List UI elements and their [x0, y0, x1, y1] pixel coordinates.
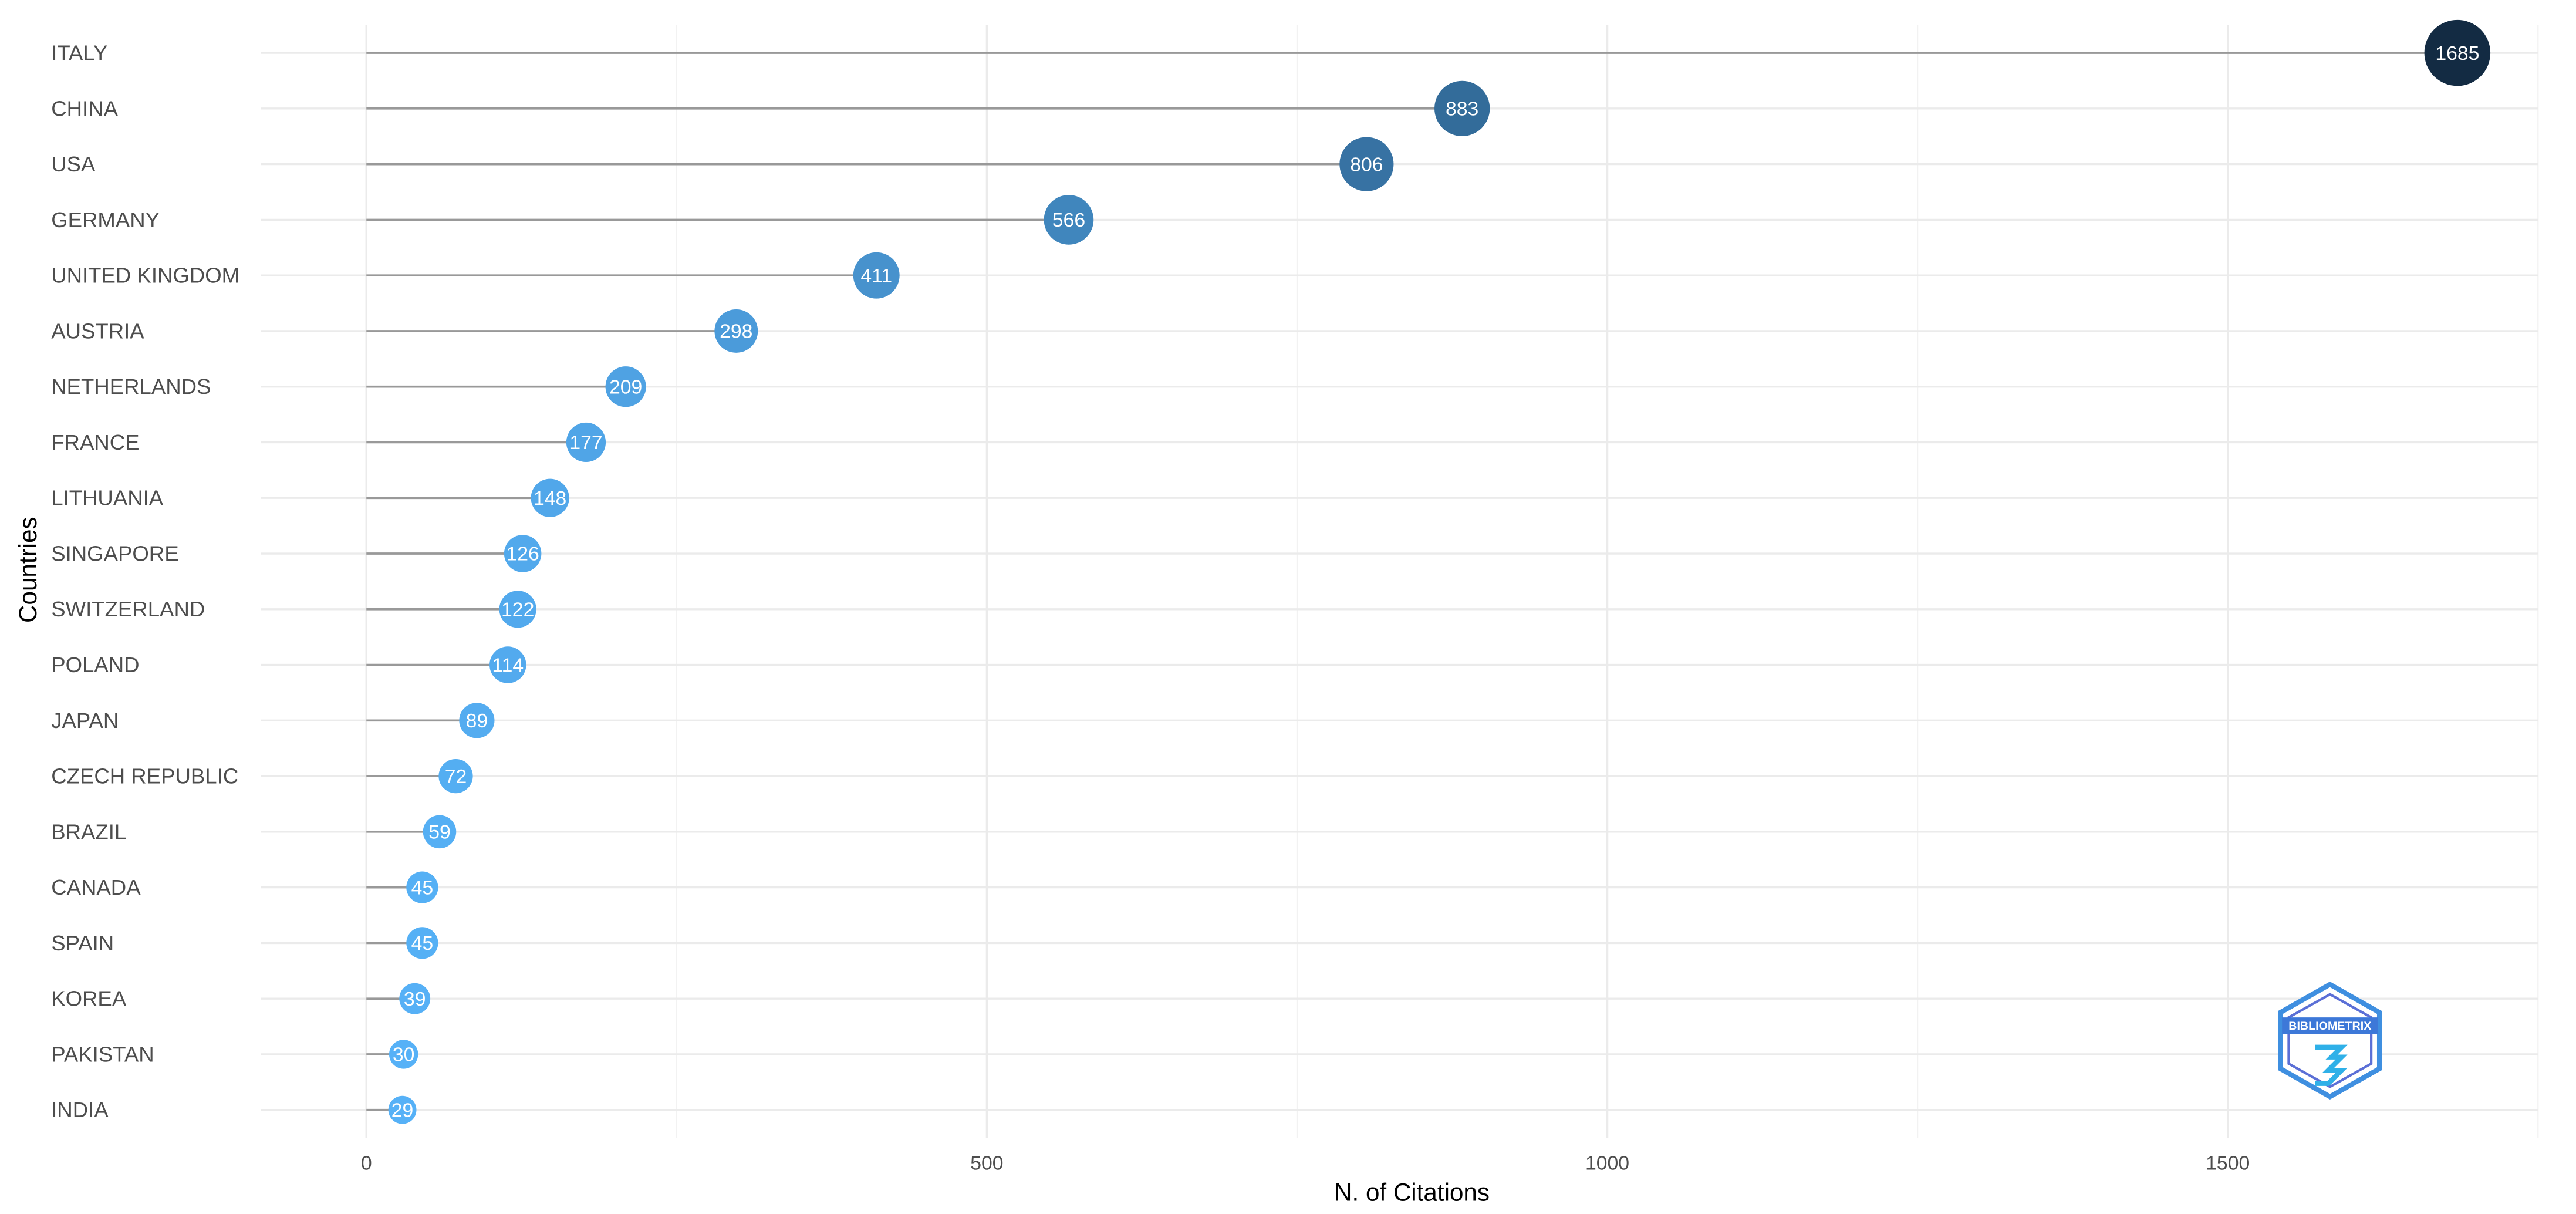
y-tick-label: GERMANY: [51, 208, 160, 232]
value-label: 298: [720, 321, 752, 343]
y-tick-label: USA: [51, 152, 96, 176]
y-tick-label: BRAZIL: [51, 820, 126, 844]
value-label: 114: [492, 654, 524, 676]
value-label: 39: [404, 988, 426, 1010]
y-tick-label: INDIA: [51, 1098, 109, 1122]
value-label: 45: [411, 876, 434, 899]
value-label: 806: [1350, 153, 1383, 176]
x-tick-label: 1500: [2206, 1152, 2250, 1174]
y-tick-label: NETHERLANDS: [51, 375, 211, 399]
value-label: 29: [391, 1099, 414, 1121]
dot: [423, 815, 457, 849]
value-label: 177: [569, 431, 602, 454]
dot: [504, 535, 542, 572]
dot: [714, 309, 758, 353]
y-tick-label: ITALY: [51, 41, 107, 65]
y-tick-label: JAPAN: [51, 709, 119, 733]
value-label: 45: [411, 932, 434, 955]
value-label: 122: [501, 599, 534, 621]
dot: [406, 927, 438, 959]
dot: [399, 983, 431, 1014]
value-label: 89: [466, 710, 488, 732]
dot: [489, 646, 526, 683]
value-label: 566: [1052, 209, 1085, 231]
x-axis-title: N. of Citations: [1334, 1178, 1490, 1206]
dot: [1339, 137, 1394, 191]
y-tick-label: POLAND: [51, 653, 139, 677]
y-tick-label: PAKISTAN: [51, 1042, 154, 1066]
dot: [853, 252, 900, 299]
dot: [1434, 80, 1490, 137]
x-tick-label: 500: [970, 1152, 1003, 1174]
dot: [406, 871, 438, 903]
logo: BIBLIOMETRIX: [2278, 982, 2382, 1100]
y-tick-label: SPAIN: [51, 931, 114, 955]
dot: [389, 1040, 418, 1069]
x-tick-label: 0: [361, 1152, 372, 1174]
dot: [2424, 19, 2491, 86]
marks: 1685 883 806 566 411 298 209 177 148 126 122 114 89 7…: [366, 19, 2491, 1124]
value-label: 883: [1446, 98, 1478, 120]
dot: [1044, 195, 1094, 245]
y-tick-label: FRANCE: [51, 430, 139, 454]
y-tick-label: KOREA: [51, 987, 127, 1011]
value-label: 59: [428, 821, 451, 844]
dot: [388, 1095, 417, 1124]
dot: [566, 422, 606, 463]
dot: [499, 591, 536, 628]
dot: [531, 478, 569, 517]
y-tick-label: AUSTRIA: [51, 319, 144, 343]
value-label: 126: [506, 543, 539, 565]
dot: [605, 366, 646, 407]
y-tick-label: SWITZERLAND: [51, 597, 205, 621]
y-tick-label: SINGAPORE: [51, 541, 178, 565]
value-label: 209: [609, 376, 642, 398]
y-tick-label: CHINA: [51, 96, 118, 120]
value-label: 148: [534, 487, 566, 510]
x-tick-label: 1000: [1585, 1152, 1629, 1174]
value-label: 30: [393, 1044, 415, 1066]
dot: [438, 758, 473, 794]
y-tick-label: CANADA: [51, 875, 141, 899]
y-tick-label: UNITED KINGDOM: [51, 264, 239, 288]
value-label: 411: [860, 265, 892, 287]
y-tick-label: LITHUANIA: [51, 486, 164, 510]
y-axis-title: Countries: [14, 517, 42, 623]
value-label: 72: [445, 766, 467, 788]
y-tick-label: CZECH REPUBLIC: [51, 764, 238, 788]
logo-text: BIBLIOMETRIX: [2288, 1020, 2371, 1033]
dot: [459, 703, 495, 738]
value-label: 1685: [2435, 42, 2479, 65]
